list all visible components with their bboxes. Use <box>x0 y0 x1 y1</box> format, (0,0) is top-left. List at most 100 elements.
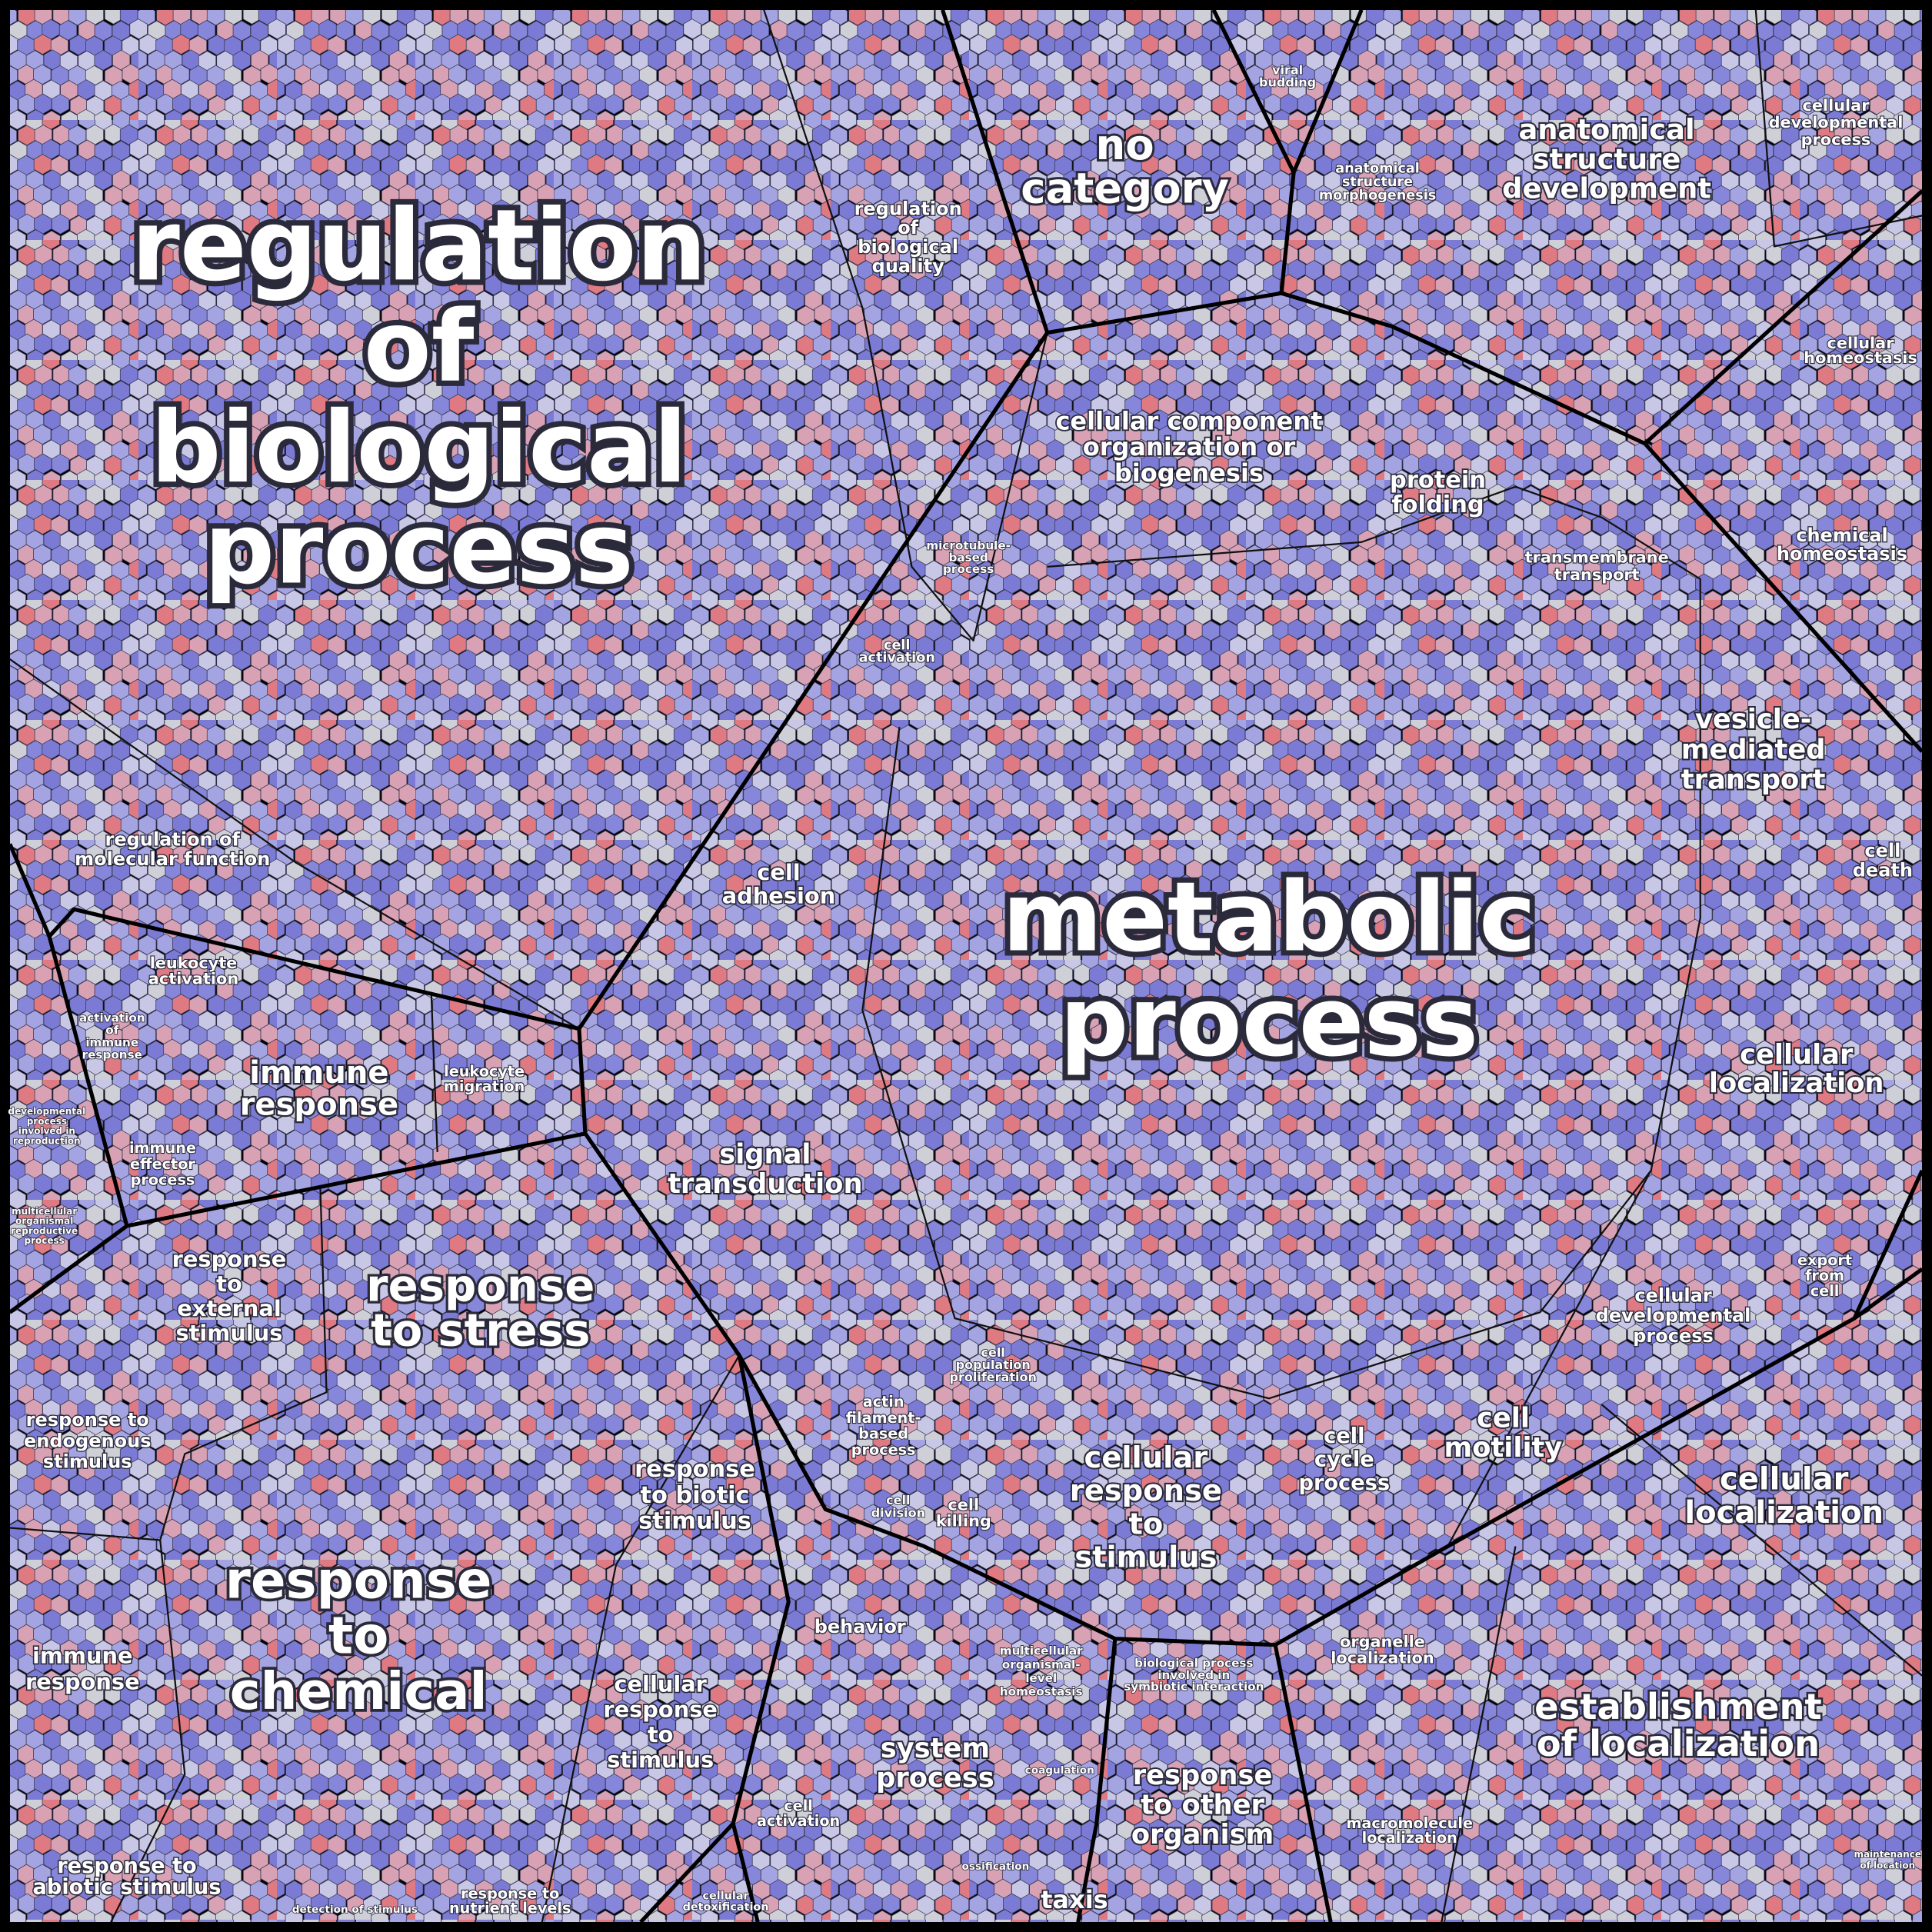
label-line: organization or <box>1083 432 1296 461</box>
label-line: to other <box>1141 1790 1264 1821</box>
region-label: regulation of biological process <box>132 189 707 607</box>
label-line: process <box>25 1235 65 1246</box>
label-line: structure <box>1533 142 1681 175</box>
region-label: cell killing <box>936 1496 991 1531</box>
label-line: developmental <box>1769 113 1904 132</box>
label-line: stimulus <box>1074 1540 1217 1574</box>
label-line: quality <box>872 255 944 277</box>
label-line: cellular <box>1720 1462 1849 1497</box>
label-line: localization <box>1709 1068 1884 1099</box>
label-line: cellular <box>1634 1284 1712 1306</box>
region-label: cell adhesion <box>722 859 836 908</box>
label-line: cellular <box>702 1890 749 1902</box>
region-label: cell population proliferation <box>949 1344 1036 1384</box>
label-line: stimulus <box>43 1451 132 1473</box>
label-line: process <box>851 1441 916 1458</box>
label-line: export <box>1797 1251 1852 1268</box>
label-line: of location <box>1860 1860 1915 1870</box>
region-label: maintenance of location <box>1854 1849 1921 1870</box>
region-label: response to stress <box>366 1259 595 1356</box>
label-line: migration <box>444 1077 525 1094</box>
label-line: cell <box>757 859 800 885</box>
major-boundary <box>1076 1638 1118 1923</box>
major-boundary <box>731 1823 760 1923</box>
region-label: anatomical structure morphogenesis <box>1319 161 1436 203</box>
region-label: detection of stimulus <box>292 1904 418 1916</box>
label-line: leukocyte <box>150 954 238 972</box>
label-line: localization <box>1331 1648 1434 1667</box>
region-label: biological process involved in symbiotic i… <box>1124 1656 1264 1693</box>
label-line: process <box>1060 967 1478 1078</box>
label-line: macromolecule <box>1346 1814 1473 1831</box>
label-line: cell <box>886 1493 910 1507</box>
region-label: coagulation <box>1025 1764 1094 1777</box>
label-line: to <box>1128 1507 1163 1541</box>
region-label: ossification <box>962 1860 1030 1873</box>
label-line: multicellular <box>1000 1644 1083 1657</box>
label-line: anatomical <box>1335 161 1420 176</box>
label-line: cycle <box>1314 1447 1374 1471</box>
label-line: no <box>1096 120 1154 169</box>
label-line: reproduction <box>13 1135 81 1146</box>
label-line: process <box>131 1171 195 1188</box>
region-label: export from cell <box>1797 1251 1852 1299</box>
region-label: response to external stimulus <box>172 1246 287 1346</box>
label-line: cell <box>1324 1424 1364 1447</box>
label-line: to <box>328 1605 388 1665</box>
label-line: detection of stimulus <box>292 1904 418 1916</box>
label-line: signal <box>719 1139 811 1171</box>
region-label: activation of immune response <box>79 1011 145 1061</box>
label-line: to <box>216 1271 242 1297</box>
label-line: cell <box>948 1496 979 1514</box>
label-line: development <box>1502 172 1711 205</box>
region-label: cell death <box>1853 840 1913 881</box>
region-label: establishment of localization <box>1534 1685 1822 1764</box>
label-line: biological <box>151 391 688 505</box>
label-line: cell <box>1810 1281 1840 1299</box>
label-line: developmental <box>1596 1305 1751 1327</box>
label-line: external <box>177 1295 281 1321</box>
label-line: stimulus <box>607 1747 714 1773</box>
label-line: response <box>635 1456 755 1483</box>
region-label: cell activation <box>859 638 935 665</box>
label-line: detoxification <box>683 1901 769 1914</box>
label-line: immune <box>249 1055 388 1091</box>
label-line: budding <box>1259 75 1316 89</box>
region-label: cellular response to stimulus <box>1070 1440 1222 1574</box>
region-label: cellular developmental process <box>1769 96 1904 149</box>
region-label: behavior <box>814 1616 906 1637</box>
label-line: regulation <box>854 198 962 219</box>
region-label: cellular localization <box>1709 1039 1884 1099</box>
label-line: cellular <box>1084 1440 1208 1474</box>
label-line: response <box>25 1668 140 1694</box>
major-boundary <box>577 9 1924 1647</box>
label-line: based <box>858 1424 908 1442</box>
label-line: population <box>956 1357 1031 1372</box>
label-line: response <box>82 1048 142 1061</box>
label-line: cellular <box>1802 96 1870 115</box>
label-line: viral <box>1272 62 1303 77</box>
label-line: killing <box>936 1511 991 1530</box>
region-label: cellular component organization or biogene… <box>1055 406 1322 487</box>
label-line: response to <box>26 1409 149 1431</box>
label-line: taxis <box>1041 1885 1108 1914</box>
label-line: cellular <box>1827 334 1895 352</box>
label-line: abiotic stimulus <box>32 1875 221 1899</box>
label-line: process <box>27 1115 67 1126</box>
label-line: behavior <box>814 1616 906 1637</box>
label-line: homeostasis <box>1000 1684 1083 1698</box>
boundary <box>541 1354 741 1923</box>
region-label: cellular detoxification <box>683 1890 769 1913</box>
label-line: folding <box>1391 491 1484 518</box>
label-line: death <box>1853 860 1913 881</box>
label-line: anatomical <box>1518 112 1694 145</box>
label-line: stimulus <box>175 1320 282 1346</box>
boundary <box>1047 485 1701 1547</box>
label-line: actin <box>863 1393 904 1411</box>
boundary <box>9 1527 161 1541</box>
region-label: multicellular organismal-level homeostasis <box>1000 1644 1083 1698</box>
label-line: cell <box>1477 1403 1530 1434</box>
major-boundary <box>1643 442 1924 753</box>
